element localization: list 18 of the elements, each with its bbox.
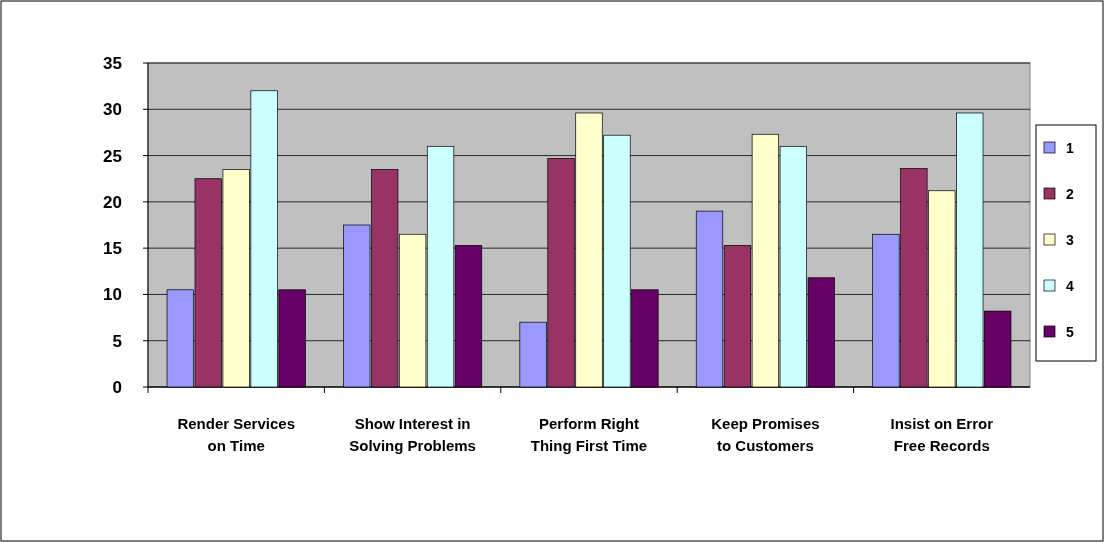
y-tick-label: 30: [103, 100, 122, 120]
legend-label: 3: [1066, 231, 1074, 248]
y-tick-label: 10: [103, 285, 122, 305]
x-tick-label: Render Services on Time: [177, 415, 295, 454]
y-tick-label: 20: [103, 192, 122, 212]
legend-label: 4: [1066, 277, 1074, 294]
x-tick-label: Keep Promises to Customers: [711, 415, 820, 454]
y-tick-label: 0: [112, 377, 122, 397]
x-tick-label: Insist on Error Free Records: [890, 415, 994, 454]
y-tick-label: 25: [103, 146, 122, 166]
legend-label: 5: [1066, 323, 1074, 340]
x-tick-label: Show Interest in Solving Problems: [349, 415, 476, 454]
x-tick-label: Perform Right Thing First Time: [530, 415, 648, 454]
y-tick-label: 15: [103, 239, 122, 259]
y-tick-label: 35: [103, 53, 122, 73]
y-tick-label: 5: [112, 331, 122, 351]
legend-label: 2: [1066, 185, 1074, 202]
legend-label: 1: [1066, 139, 1074, 156]
